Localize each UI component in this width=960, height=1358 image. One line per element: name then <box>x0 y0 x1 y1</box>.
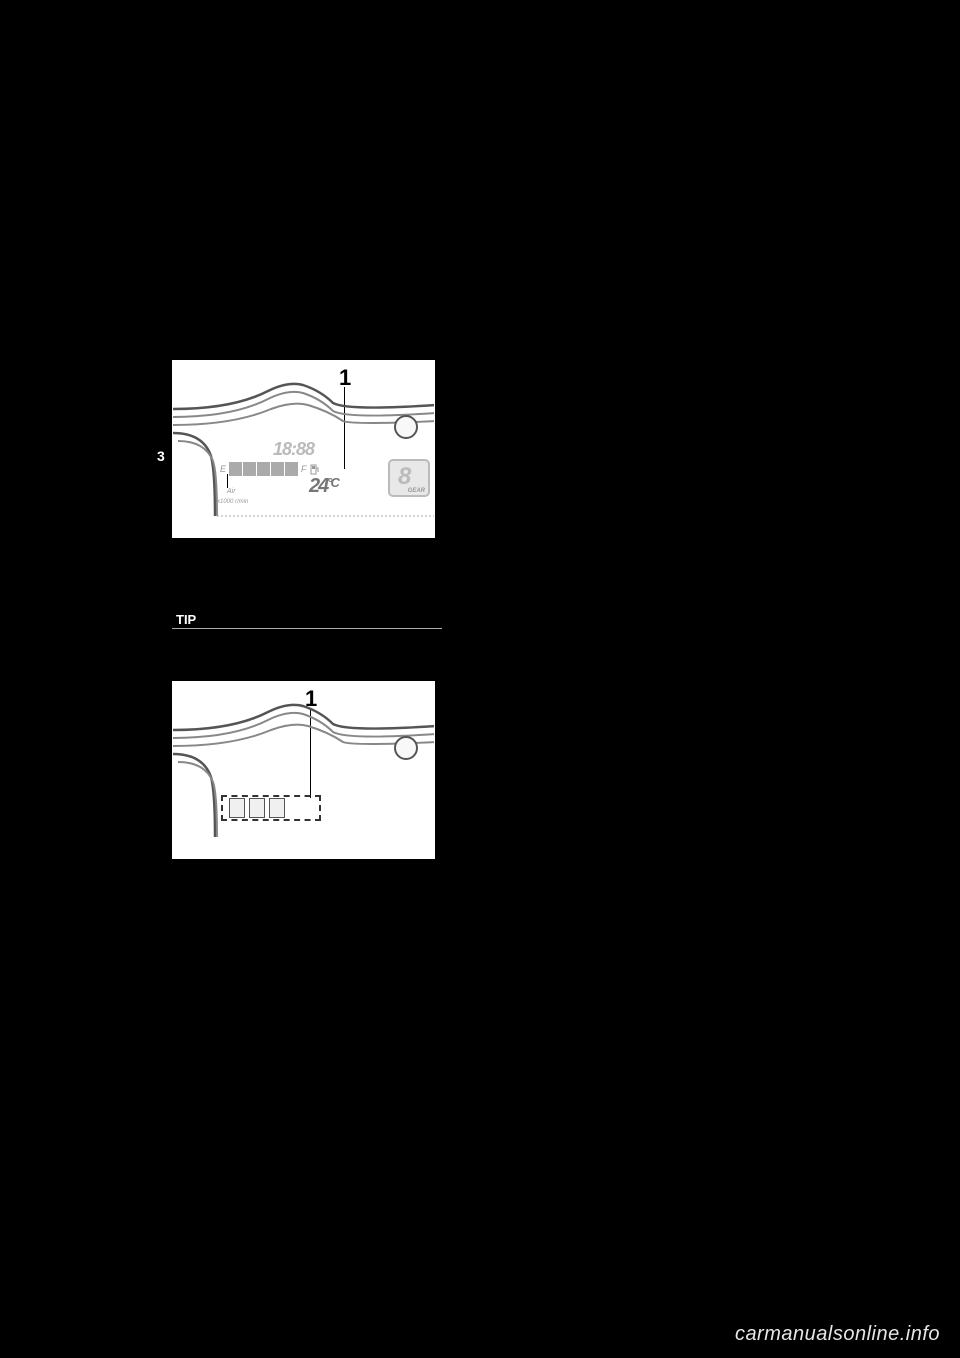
fuel-empty-label: E <box>220 464 226 474</box>
temperature-unit: °C <box>327 475 338 490</box>
mode-button-icon <box>394 415 418 439</box>
watermark: carmanualsonline.info <box>735 1323 940 1346</box>
fuel-segment <box>257 462 270 476</box>
gear-indicator-box: 8 GEAR <box>388 459 430 497</box>
fuel-segment <box>271 462 284 476</box>
display-segment <box>249 798 265 818</box>
content-column: 3 1 18:88 E F <box>172 320 456 1240</box>
tip-underline <box>172 628 442 629</box>
temperature-value: 24 <box>309 475 327 497</box>
display-segment <box>269 798 285 818</box>
dash-contour-2 <box>173 682 435 859</box>
display-segment <box>229 798 245 818</box>
lcd-panel: 18:88 E F 24°C Air x1000 r/min <box>217 439 382 501</box>
air-callout-line <box>227 474 228 488</box>
fuel-full-label: F <box>301 464 307 474</box>
instrument-illustration-2: 1 <box>172 681 435 859</box>
temperature-display: 24°C <box>309 475 338 498</box>
instrument-illustration-1: 1 18:88 E F <box>172 360 435 538</box>
gear-label: GEAR <box>408 488 425 494</box>
clock-display: 18:88 <box>273 439 314 460</box>
mode-button-icon <box>394 736 418 760</box>
fuel-segment <box>243 462 256 476</box>
section-number: 3 <box>157 448 165 464</box>
tip-heading: TIP <box>172 610 200 629</box>
fuel-gauge: E F <box>220 462 320 476</box>
fuel-segment <box>229 462 242 476</box>
fuel-pump-icon <box>310 463 320 475</box>
rpm-label: x1000 r/min <box>217 499 248 505</box>
gear-number: 8 <box>398 463 411 491</box>
fuel-segment <box>285 462 298 476</box>
air-label: Air <box>227 488 236 495</box>
